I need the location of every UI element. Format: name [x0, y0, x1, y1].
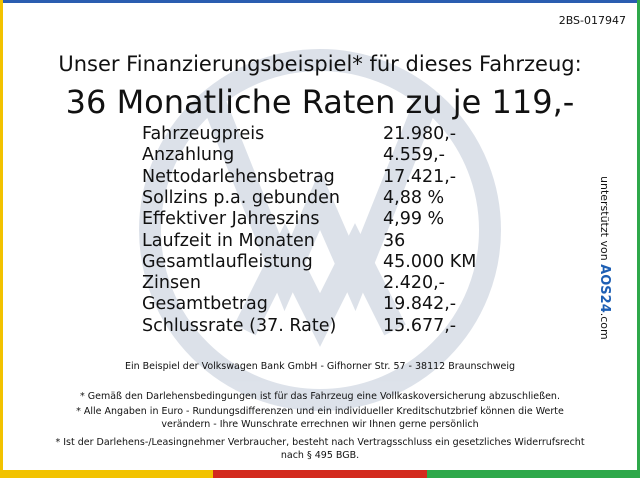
row-value: 4,99 %: [383, 209, 445, 230]
watermark-logo: [139, 49, 501, 411]
row-value: 45.000 KM: [383, 251, 477, 272]
row-label: Zinsen: [142, 273, 201, 294]
footer-line: * Alle Angaben in Euro - Rundungsdiffere…: [76, 406, 564, 430]
reference: 2BS-017947: [558, 14, 626, 27]
subheadline: 36 Monatliche Raten zu je 119,-: [65, 83, 575, 121]
headline: Unser Finanzierungsbeispiel* für dieses …: [58, 52, 582, 76]
row-value: 19.842,-: [383, 294, 457, 315]
sponsor-suffix: .com: [598, 312, 611, 340]
row-label: Laufzeit in Monaten: [142, 230, 315, 251]
row-label: Effektiver Jahreszins: [142, 209, 320, 230]
row-value: 36: [383, 230, 406, 251]
row-value: 4,88 %: [383, 187, 445, 208]
row-label: Nettodarlehensbetrag: [142, 166, 335, 187]
footer-line: Ein Beispiel der Volkswagen Bank GmbH - …: [124, 361, 515, 372]
sponsor-brand: AOS24: [597, 264, 612, 313]
row-label: Fahrzeugpreis: [142, 124, 265, 144]
footer-line: * Ist der Darlehens-/Leasingnehmer Verbr…: [55, 437, 585, 461]
row-value: 21.980,-: [383, 124, 457, 144]
row-label: Sollzins p.a. gebunden: [142, 187, 341, 208]
row-value: 17.421,-: [383, 166, 457, 187]
row-label: Gesamtlaufleistung: [142, 251, 313, 272]
footer-line: * Gemäß den Darlehensbedingungen ist für…: [80, 391, 560, 402]
row-label: Anzahlung: [142, 145, 235, 166]
row-value: 2.420,-: [383, 273, 445, 294]
sponsor-prefix: unterstützt von: [598, 176, 611, 261]
row-label: Schlussrate (37. Rate): [142, 315, 337, 336]
row-label: Gesamtbetrag: [142, 294, 268, 315]
row-value: 15.677,-: [383, 315, 457, 336]
row-value: 4.559,-: [383, 145, 445, 166]
sponsor: unterstützt von AOS24.com: [597, 176, 612, 346]
